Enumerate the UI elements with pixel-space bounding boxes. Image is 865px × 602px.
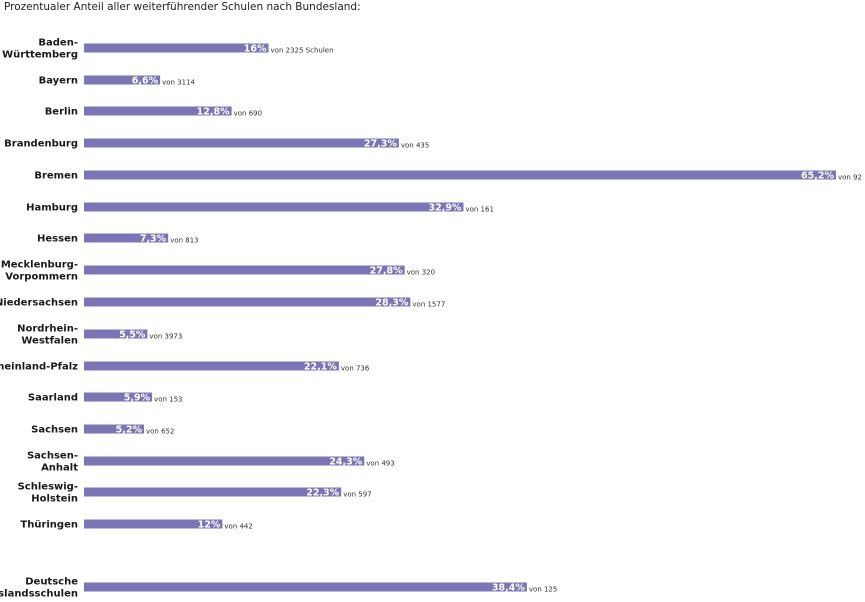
category-label: Thüringen [20,520,78,531]
value-label: 38,4% [492,583,525,594]
bar [84,233,169,243]
category-label: Bremen [34,171,78,182]
total-label: von 690 [234,110,262,118]
total-label: von 813 [170,237,198,245]
bar [84,519,223,529]
bar [84,75,161,85]
total-label: von 161 [465,206,493,214]
category-label: Baden-Württemberg [2,38,78,61]
total-label: von 3114 [162,79,195,87]
category-label: Saarland [28,393,78,404]
category-label: Hessen [37,234,78,245]
value-label: 12% [198,520,221,531]
value-label: 27,8% [370,266,403,277]
total-label: von 435 [401,142,429,150]
bar [84,361,339,371]
total-label: von 320 [407,269,435,277]
bar [84,456,365,466]
value-label: 22,1% [304,362,337,373]
bar [84,487,342,497]
total-label: von 736 [341,365,370,373]
value-label: 5,9% [124,393,151,404]
value-label: 5,5% [119,330,146,341]
bar [84,329,148,339]
total-label: von 2325 Schulen [271,47,334,55]
total-label: von 442 [224,523,252,531]
value-label: 28,3% [375,298,408,309]
category-label: Sachsen-Anhalt [27,451,78,474]
category-label: Niedersachsen [0,298,78,309]
category-label: Rheinland-Pfalz [0,362,78,373]
value-label: 32,9% [428,203,461,214]
bar [84,170,836,180]
chart-title: Prozentualer Anteil aller weiterführende… [4,1,361,13]
category-label: DeutscheAuslandsschulen [0,577,78,600]
total-label: von 1577 [412,301,445,309]
category-label: Nordrhein-Westfalen [17,324,78,347]
category-label: Schleswig-Holstein [18,482,78,505]
value-label: 65,2% [801,171,834,182]
bar [84,297,411,307]
value-label: 6,6% [132,76,159,87]
value-label: 27,3% [364,139,397,150]
value-label: 24,3% [329,457,362,468]
total-label: von 92 [838,174,862,182]
bar [84,43,269,53]
total-label: von 153 [154,396,182,404]
total-label: von 3973 [149,333,182,341]
value-label: 5,2% [116,425,143,436]
total-label: von 652 [146,428,174,436]
value-label: 12,8% [197,107,230,118]
value-label: 7,3% [140,234,167,245]
category-label: Sachsen [31,425,78,436]
value-label: 16% [244,44,267,55]
bar [84,424,144,434]
category-label: Berlin [45,107,78,118]
total-label: von 493 [366,460,394,468]
total-label: von 125 [529,586,557,594]
value-label: 22,3% [306,488,339,499]
category-label: Brandenburg [4,139,78,150]
category-label: Bayern [39,76,78,87]
category-label: Hamburg [26,203,78,214]
bar [84,138,399,148]
bar [84,265,405,275]
total-label: von 597 [343,491,371,499]
bar [84,202,464,212]
bar [84,392,153,402]
category-label: Mecklenburg-Vorpommern [1,260,78,283]
bar [84,106,232,116]
bar [84,582,527,592]
